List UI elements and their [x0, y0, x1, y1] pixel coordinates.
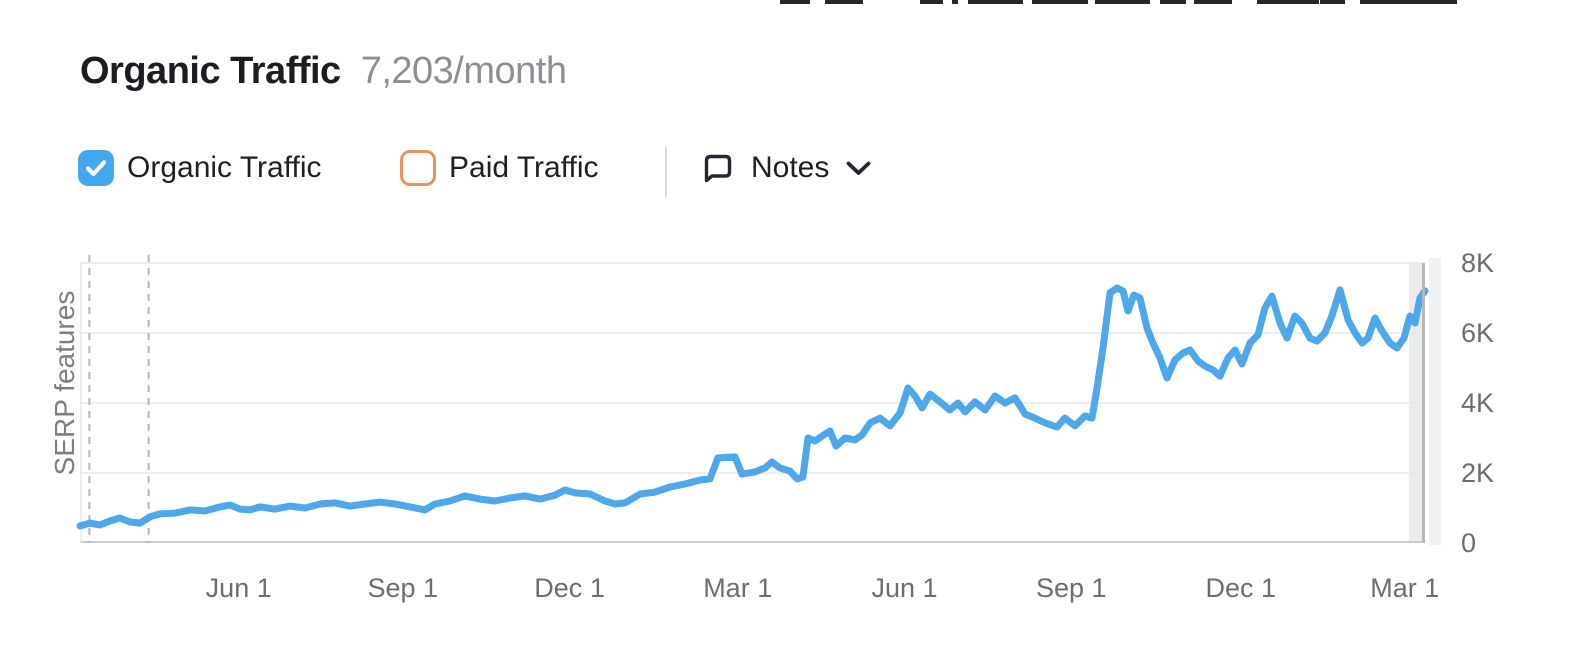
serp-features-axis-label: SERP features: [49, 290, 80, 476]
notes-dropdown-button[interactable]: Notes: [698, 143, 872, 193]
chevron-down-icon: [846, 161, 871, 175]
x-axis-tick-label: Jun 1: [205, 573, 272, 603]
traffic-chart-plot[interactable]: [76, 255, 1429, 543]
y-axis-tick-label: 2K: [1461, 458, 1495, 488]
y-axis-tick-label: 8K: [1461, 248, 1495, 278]
checkbox-unchecked-icon[interactable]: [400, 150, 436, 186]
paid-traffic-checkbox-label: Paid Traffic: [449, 151, 599, 184]
checkbox-checked-icon[interactable]: [78, 150, 114, 186]
controls-divider: [665, 146, 667, 197]
top-artifact-segment: [1194, 0, 1232, 4]
top-artifact-segment: [825, 0, 863, 4]
widget-header: Organic Traffic 7,203/month: [80, 50, 567, 93]
top-artifact-segment: [1320, 0, 1345, 4]
x-axis-tick-label: Mar 1: [1370, 573, 1440, 603]
x-axis-tick-label: Jun 1: [871, 573, 938, 603]
organic-traffic-checkbox-label: Organic Traffic: [127, 151, 322, 184]
x-axis-tick-label: Dec 1: [1205, 573, 1276, 603]
y-axis-tick-label: 4K: [1461, 388, 1495, 418]
x-axis-tick-label: Mar 1: [703, 573, 773, 603]
traffic-per-month-value: 7,203/month: [360, 50, 567, 92]
top-artifact-segment: [1160, 0, 1186, 4]
top-artifact-segment: [920, 0, 943, 4]
page-title: Organic Traffic: [80, 50, 341, 92]
organic-traffic-checkbox[interactable]: Organic Traffic: [78, 145, 322, 191]
notes-label: Notes: [751, 151, 830, 184]
top-artifact-segment: [1360, 0, 1457, 4]
top-artifact-segment: [1257, 0, 1319, 4]
y-axis-tick-label: 6K: [1461, 318, 1495, 348]
y-axis-tick-label: 0: [1461, 528, 1477, 558]
x-axis-tick-label: Sep 1: [367, 573, 439, 603]
top-artifact-segment: [968, 0, 1023, 4]
paid-traffic-checkbox[interactable]: Paid Traffic: [400, 145, 599, 191]
checkmark-icon: [85, 160, 107, 177]
top-artifact-segment: [1032, 0, 1088, 4]
x-axis-tick-label: Dec 1: [534, 573, 605, 603]
top-artifact-segment: [952, 0, 958, 4]
top-artifact-segment: [1095, 0, 1150, 4]
top-artifact-segment: [780, 0, 810, 4]
chart-right-gutter: [1429, 258, 1441, 545]
note-flag-icon: [704, 154, 732, 183]
x-axis-tick-label: Sep 1: [1035, 573, 1107, 603]
